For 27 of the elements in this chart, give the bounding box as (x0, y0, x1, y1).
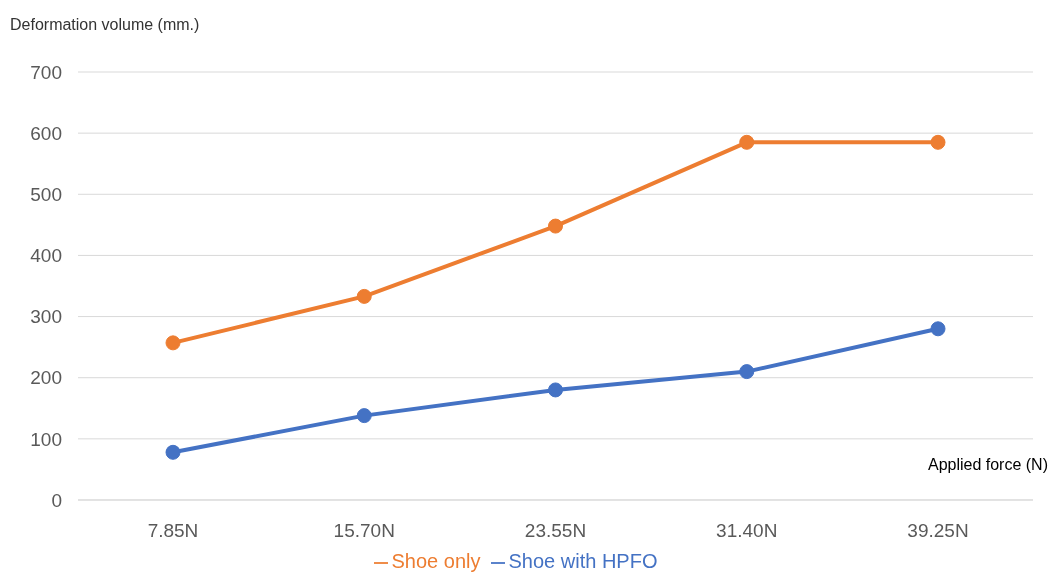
point (548, 382, 563, 398)
y-tick-label: 600 (30, 122, 62, 144)
y-tick-label: 100 (30, 428, 62, 450)
legend-label: Shoe only (391, 550, 481, 572)
x-tick-label: 31.40N (716, 520, 778, 542)
legend-label: Shoe with HPFO (508, 550, 658, 572)
y-tick-label: 200 (30, 367, 62, 389)
y-tick-label: 700 (30, 61, 62, 83)
y-tick-label: 500 (30, 184, 62, 206)
point (356, 408, 372, 424)
point (356, 288, 372, 304)
y-tick-label: 0 (51, 489, 62, 511)
point (930, 134, 946, 150)
x-tick-label: 23.55N (524, 520, 587, 542)
y-axis-title: Deformation volume (mm.) (10, 16, 200, 34)
point (165, 444, 181, 460)
point (930, 321, 946, 337)
y-tick-label: 400 (30, 245, 62, 267)
x-axis-title: Applied force (N) (927, 456, 1048, 474)
point (165, 335, 181, 351)
point (739, 134, 755, 150)
y-tick-label: 300 (30, 306, 62, 328)
x-tick-label: 15.70N (333, 520, 395, 542)
x-tick-label: 39.25N (907, 520, 969, 542)
point (548, 218, 563, 234)
point (739, 364, 755, 380)
x-tick-label: 7.85N (147, 520, 199, 542)
